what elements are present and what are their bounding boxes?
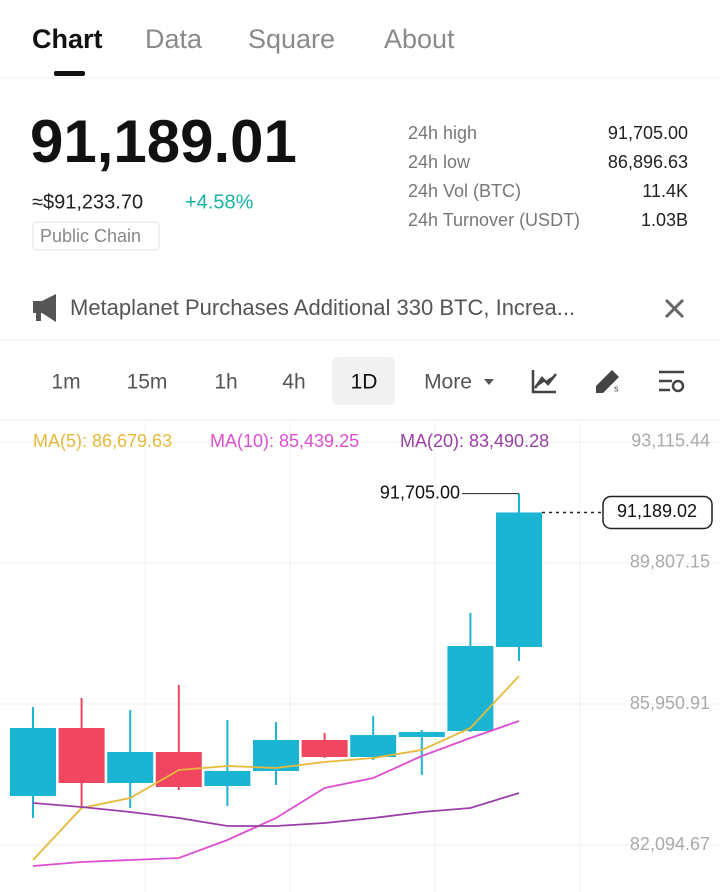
candle-body [10,727,56,796]
stat-label: 24h low [408,152,471,172]
news-icon [33,294,56,322]
interval[interactable]: More [424,371,472,394]
interval-active[interactable]: 1D [351,371,378,394]
stat-label: 24h Turnover (USDT) [408,210,580,230]
draw-icon[interactable]: s [596,370,619,393]
stats: 24h high 91,705.00 24h low 86,896.63 24h Vol… [408,123,688,230]
interval-active-bg [332,357,395,405]
intervals: 1m 15m 1h 4h 1D More [51,371,472,394]
tag: Public Chain [40,226,141,246]
candle-body [496,512,542,648]
tab[interactable]: About [384,24,455,54]
last-price: 91,189.01 [30,108,297,175]
dropdown-arrow [484,379,494,385]
candle-body [58,727,105,784]
close-button[interactable] [664,298,685,319]
candle-body [447,645,494,731]
interval[interactable]: 4h [282,371,305,394]
ma-label: MA(10): 85,439.25 [210,431,359,451]
tab-active[interactable]: Chart [32,24,103,54]
candle-body [301,739,348,757]
tab[interactable]: Data [145,24,203,54]
candle-body [204,771,251,787]
interval[interactable]: 1h [214,371,237,394]
chart: 93,115.44 89,807.15 85,950.91 82,094.67 MA(5… [0,422,720,892]
tab[interactable]: Square [248,24,335,54]
stat-value: 86,896.63 [608,152,688,172]
stat-label: 24h high [408,123,477,143]
approx-price: ≈$91,233.70 [32,191,143,213]
ma-label: MA(20): 83,490.28 [400,431,549,451]
y-tick-label: 93,115.44 [631,431,710,451]
candle-body [107,751,154,784]
ma-line [32,720,520,867]
interval[interactable]: 15m [127,371,168,394]
news-headline[interactable]: Metaplanet Purchases Additional 330 BTC,… [70,295,575,320]
y-tick-label: 89,807.15 [630,552,710,572]
price-change: +4.58% [185,191,254,213]
last-price-label: 91,189.02 [617,501,697,521]
last-price-box [602,495,713,530]
candle-body [350,735,397,757]
y-tick-label: 82,094.67 [630,834,710,854]
y-tick-label: 85,950.91 [630,693,710,713]
stat-value: 91,705.00 [608,123,688,143]
stat-label: 24h Vol (BTC) [408,181,521,201]
ma-line [32,675,520,861]
interval[interactable]: 1m [51,371,80,394]
candle-body [398,732,445,737]
ma-label: MA(5): 86,679.63 [33,431,172,451]
tab-underline [54,71,85,76]
settings-icon[interactable] [659,370,685,393]
svg-text:s: s [614,383,619,393]
indicator-icon[interactable] [531,370,557,394]
stat-value: 1.03B [641,210,688,230]
max-marker-label: 91,705.00 [380,482,460,502]
ma-line [32,792,520,827]
stat-value: 11.4K [642,181,688,201]
tag-box [32,221,160,251]
